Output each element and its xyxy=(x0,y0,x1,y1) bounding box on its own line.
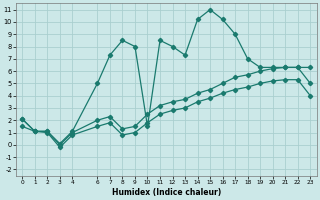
X-axis label: Humidex (Indice chaleur): Humidex (Indice chaleur) xyxy=(112,188,221,197)
